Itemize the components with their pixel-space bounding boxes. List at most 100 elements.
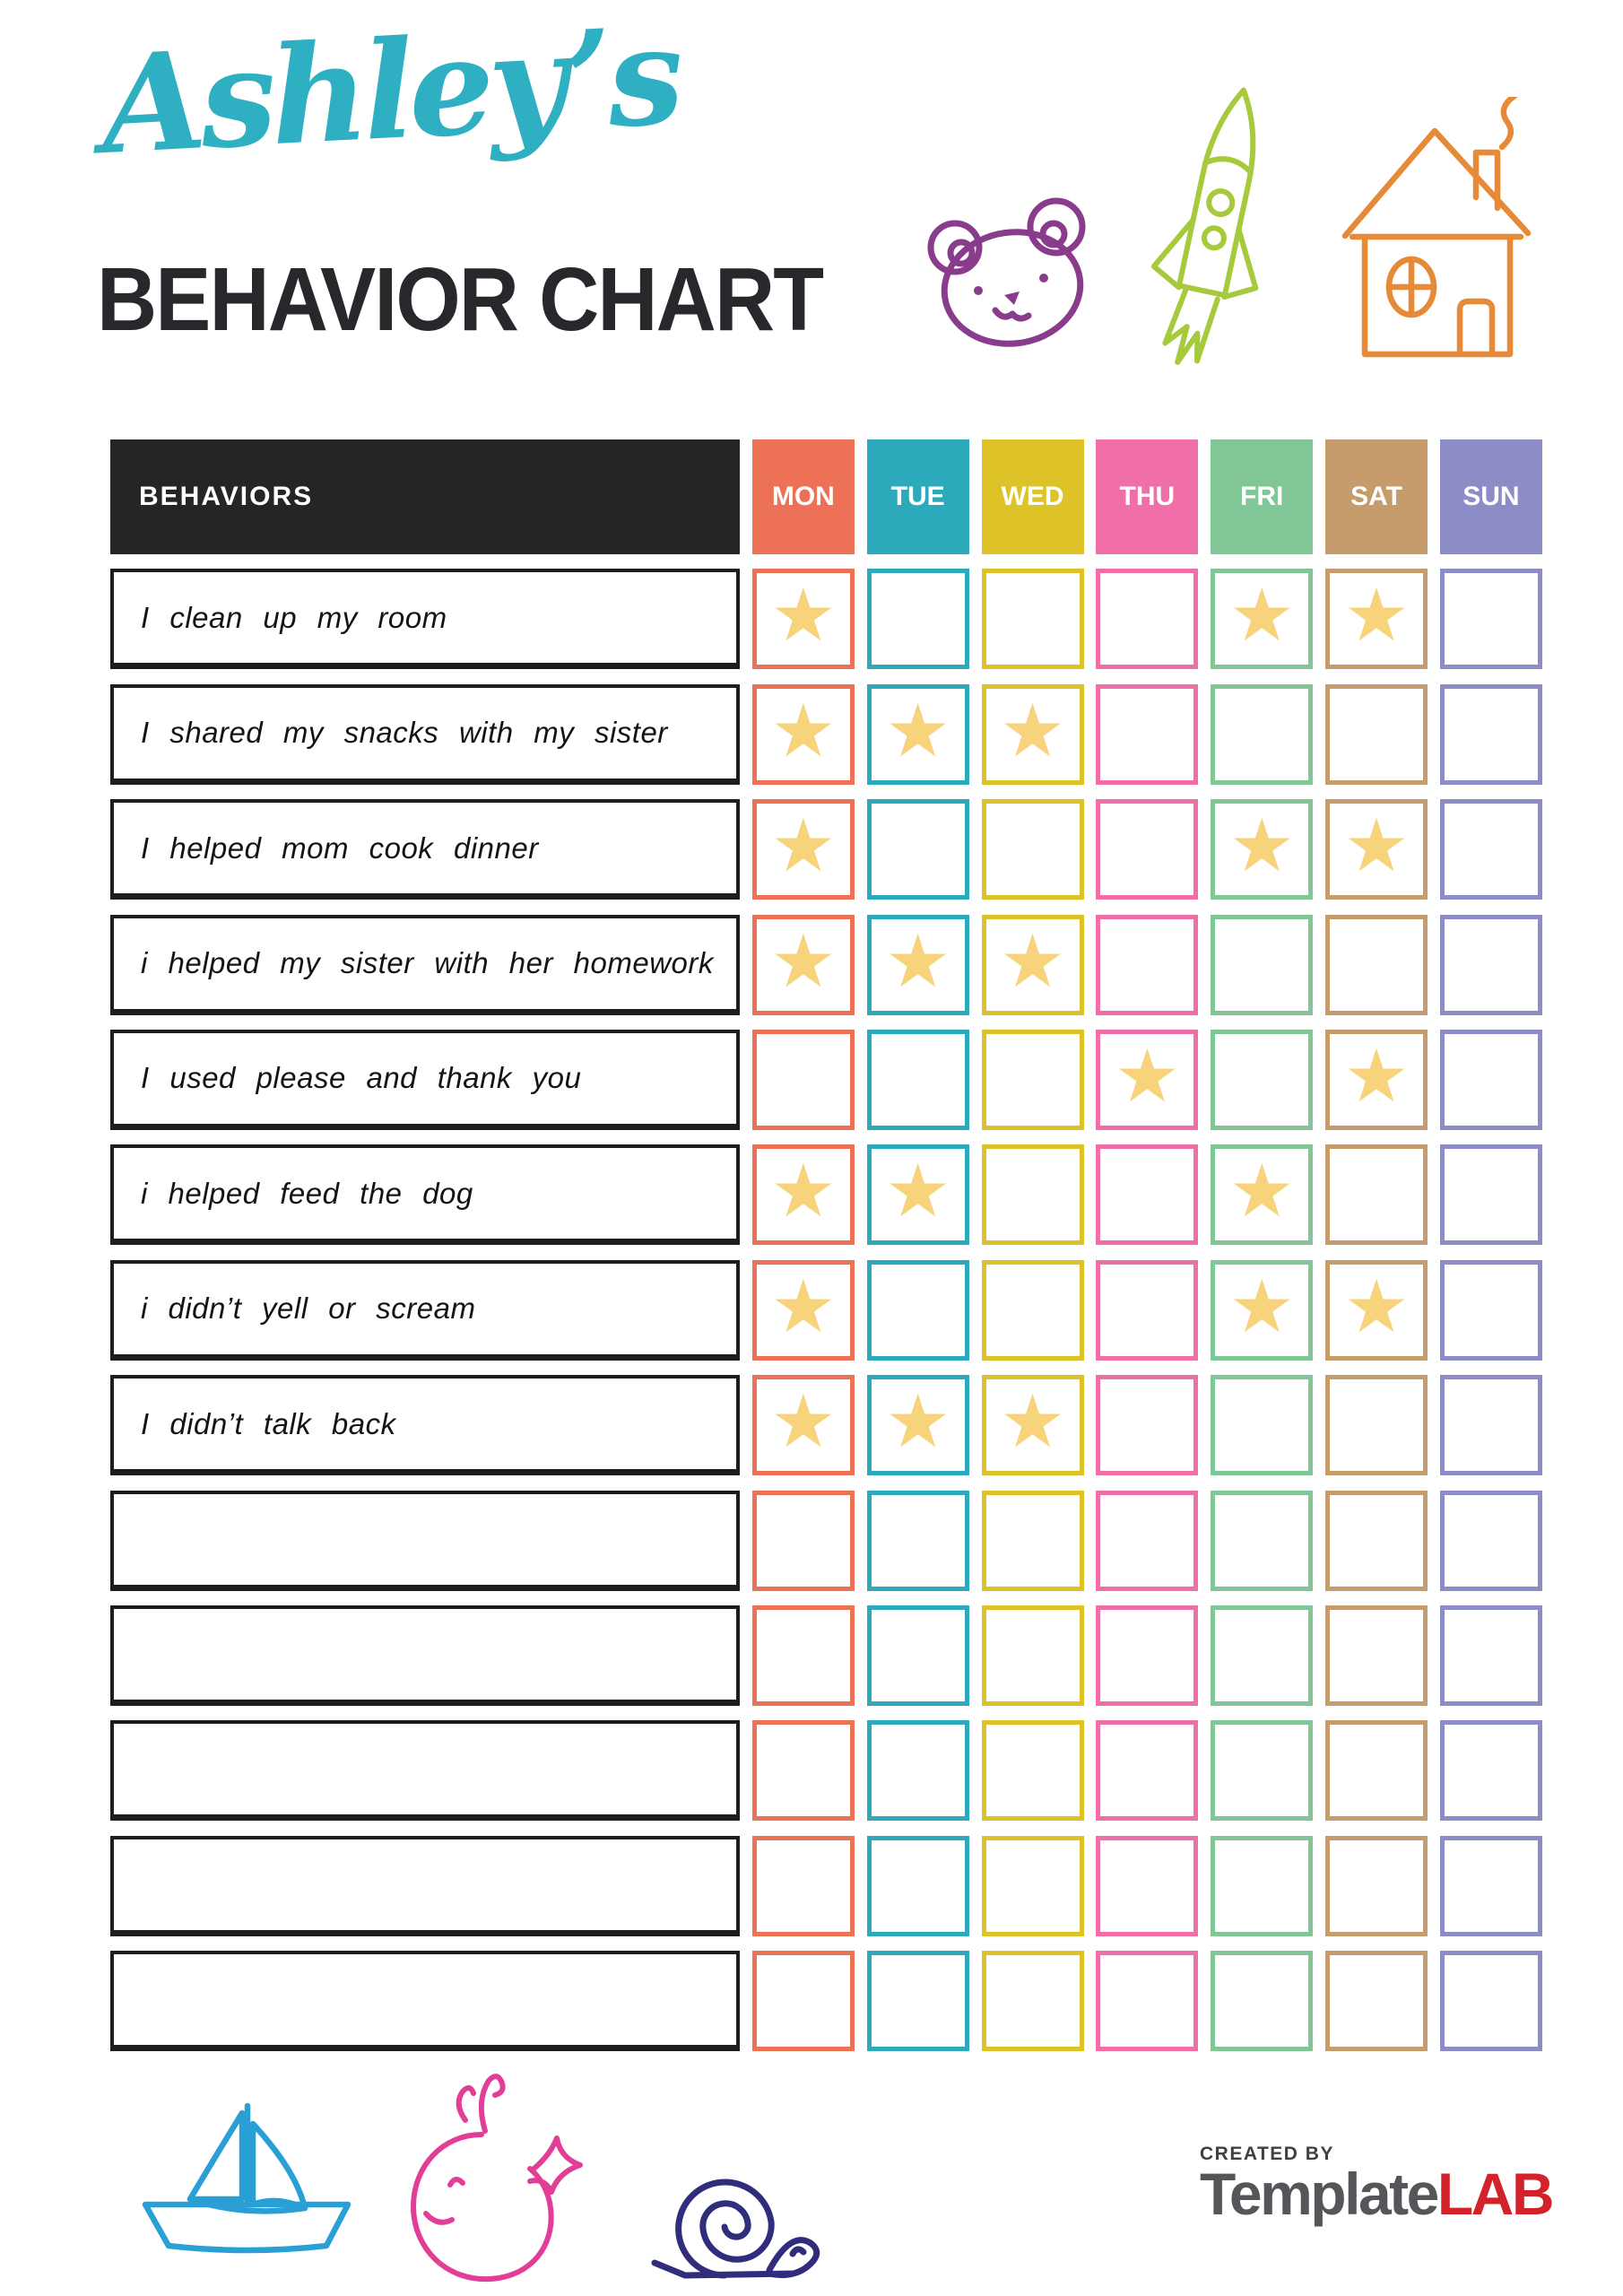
star-cell-sun-row5 xyxy=(1439,1029,1542,1130)
star-cell-sat-row3: ★ xyxy=(1325,799,1428,900)
star-cell-sun-row2 xyxy=(1439,683,1542,785)
star-cell-sun-row1 xyxy=(1439,569,1542,670)
brand-wordmark: TemplateLAB xyxy=(1200,2161,1555,2227)
star-cell-sat-row4 xyxy=(1325,914,1428,1015)
star-cell-tue-row4: ★ xyxy=(866,914,969,1015)
star-cell-sun-row9 xyxy=(1439,1490,1542,1591)
star-cell-sun-row8 xyxy=(1439,1375,1542,1476)
star-cell-thu-row9 xyxy=(1096,1490,1199,1591)
star-icon: ★ xyxy=(1228,1265,1295,1348)
day-header-cell-tue: TUE xyxy=(866,439,969,554)
star-icon: ★ xyxy=(884,920,951,1003)
star-icon: ★ xyxy=(1343,575,1410,657)
whale-icon xyxy=(411,2074,583,2283)
star-cell-sat-row10 xyxy=(1325,1605,1428,1706)
star-cell-mon-row9 xyxy=(751,1490,855,1591)
behavior-row-label: i helped feed the dog xyxy=(110,1144,740,1246)
star-cell-tue-row12 xyxy=(866,1835,969,1936)
star-cell-mon-row12 xyxy=(751,1835,855,1936)
star-cell-thu-row11 xyxy=(1096,1720,1199,1822)
star-cell-tue-row3 xyxy=(866,799,969,900)
star-cell-tue-row8: ★ xyxy=(866,1375,969,1476)
star-cell-sun-row11 xyxy=(1439,1720,1542,1822)
star-cell-wed-row4: ★ xyxy=(981,914,1084,1015)
star-cell-wed-row5 xyxy=(981,1029,1084,1130)
star-cell-thu-row6 xyxy=(1096,1144,1199,1246)
star-cell-sat-row12 xyxy=(1325,1835,1428,1936)
star-cell-tue-row6: ★ xyxy=(866,1144,969,1246)
star-cell-sat-row7: ★ xyxy=(1325,1259,1428,1361)
behavior-row-label xyxy=(110,1720,740,1822)
star-icon: ★ xyxy=(1343,1035,1410,1118)
star-cell-fri-row12 xyxy=(1211,1835,1314,1936)
sailboat-icon xyxy=(142,2102,352,2254)
star-icon: ★ xyxy=(770,920,837,1003)
star-cell-fri-row1: ★ xyxy=(1211,569,1314,670)
star-cell-tue-row13 xyxy=(866,1951,969,2052)
star-cell-fri-row8 xyxy=(1211,1375,1314,1476)
star-icon: ★ xyxy=(770,575,837,657)
star-cell-tue-row1 xyxy=(866,569,969,670)
star-cell-sun-row10 xyxy=(1439,1605,1542,1706)
day-header-cell-wed: WED xyxy=(981,439,1084,554)
star-cell-sun-row12 xyxy=(1439,1835,1542,1936)
star-cell-wed-row8: ★ xyxy=(981,1375,1084,1476)
star-cell-thu-row5: ★ xyxy=(1096,1029,1199,1130)
star-cell-wed-row10 xyxy=(981,1605,1084,1706)
star-icon: ★ xyxy=(1114,1035,1181,1118)
star-icon: ★ xyxy=(1343,1265,1410,1348)
behavior-row-label xyxy=(110,1835,740,1936)
behavior-row-label: I clean up my room xyxy=(110,569,740,670)
star-cell-sat-row9 xyxy=(1325,1490,1428,1591)
star-cell-wed-row13 xyxy=(981,1951,1084,2052)
star-cell-thu-row2 xyxy=(1096,683,1199,785)
star-cell-tue-row2: ★ xyxy=(866,683,969,785)
star-cell-mon-row4: ★ xyxy=(751,914,855,1015)
page-title-main: BEHAVIOR CHART xyxy=(97,249,824,350)
star-cell-sat-row6 xyxy=(1325,1144,1428,1246)
star-cell-wed-row11 xyxy=(981,1720,1084,1822)
star-cell-fri-row3: ★ xyxy=(1211,799,1314,900)
star-cell-fri-row10 xyxy=(1211,1605,1314,1706)
star-cell-mon-row8: ★ xyxy=(751,1375,855,1476)
star-cell-sun-row4 xyxy=(1439,914,1542,1015)
star-cell-sat-row5: ★ xyxy=(1325,1029,1428,1130)
star-cell-mon-row7: ★ xyxy=(751,1259,855,1361)
star-cell-wed-row7 xyxy=(981,1259,1084,1361)
created-by-label: CREATED BY xyxy=(1200,2144,1334,2164)
star-cell-wed-row12 xyxy=(981,1835,1084,1936)
rocket-icon xyxy=(1150,87,1259,365)
star-cell-mon-row6: ★ xyxy=(751,1144,855,1246)
star-cell-wed-row3 xyxy=(981,799,1084,900)
house-icon xyxy=(1341,97,1532,358)
star-icon: ★ xyxy=(770,805,837,888)
star-cell-thu-row12 xyxy=(1096,1835,1199,1936)
star-icon: ★ xyxy=(1343,805,1410,888)
star-cell-sun-row3 xyxy=(1439,799,1542,900)
star-icon: ★ xyxy=(1228,1151,1295,1233)
star-icon: ★ xyxy=(1228,805,1295,888)
star-cell-thu-row10 xyxy=(1096,1605,1199,1706)
star-cell-fri-row7: ★ xyxy=(1211,1259,1314,1361)
behavior-row-label: i helped my sister with her homework xyxy=(110,914,740,1015)
day-header-cell-fri: FRI xyxy=(1211,439,1314,554)
star-cell-thu-row4 xyxy=(1096,914,1199,1015)
star-cell-sat-row2 xyxy=(1325,683,1428,785)
star-cell-sat-row11 xyxy=(1325,1720,1428,1822)
star-cell-wed-row2: ★ xyxy=(981,683,1084,785)
star-icon: ★ xyxy=(770,1381,837,1464)
star-cell-tue-row11 xyxy=(866,1720,969,1822)
star-icon: ★ xyxy=(770,1265,837,1348)
day-header-cell-thu: THU xyxy=(1096,439,1199,554)
star-cell-wed-row9 xyxy=(981,1490,1084,1591)
star-cell-fri-row5 xyxy=(1211,1029,1314,1130)
star-cell-wed-row6 xyxy=(981,1144,1084,1246)
star-cell-sat-row1: ★ xyxy=(1325,569,1428,670)
bear-icon xyxy=(927,197,1086,347)
star-icon: ★ xyxy=(999,920,1066,1003)
star-cell-tue-row9 xyxy=(866,1490,969,1591)
day-header-cell-sun: SUN xyxy=(1439,439,1542,554)
star-icon: ★ xyxy=(884,1381,951,1464)
brand-lab: LAB xyxy=(1436,2161,1555,2227)
star-cell-thu-row7 xyxy=(1096,1259,1199,1361)
